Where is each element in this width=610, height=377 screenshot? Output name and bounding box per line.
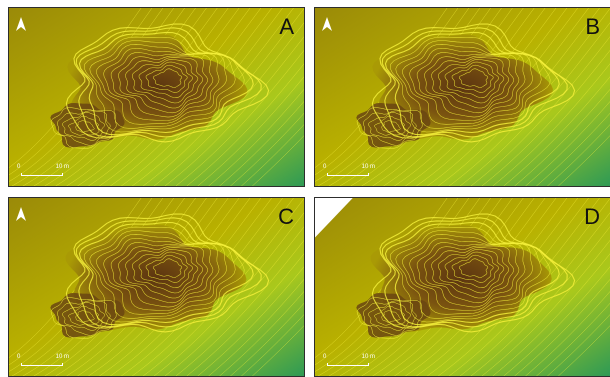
scale-max-label: 10 m — [55, 164, 69, 170]
scale-zero-label: 0 — [17, 164, 21, 170]
scale-zero-label: 0 — [323, 354, 327, 360]
scale-bar: 0 10 m — [17, 354, 69, 370]
elevation-map — [315, 198, 610, 376]
panel-letter: C — [278, 204, 294, 229]
scale-bar: 0 10 m — [323, 164, 375, 180]
no-data-area — [315, 198, 353, 238]
map-panel-c: C 0 10 m — [8, 197, 305, 377]
elevation-map — [9, 198, 304, 376]
hill-contours — [50, 23, 270, 149]
north-arrow-icon — [16, 207, 26, 221]
panel-letter: A — [279, 14, 294, 39]
scale-bar-line — [327, 363, 369, 366]
elevation-map — [9, 8, 304, 186]
scale-bar: 0 10 m — [17, 164, 69, 180]
panel-letter: B — [585, 14, 600, 39]
map-panel-a: A 0 10 m — [8, 7, 305, 187]
north-arrow-icon — [16, 17, 26, 31]
panel-letter: D — [584, 204, 600, 229]
scale-zero-label: 0 — [17, 354, 21, 360]
north-arrow-icon — [322, 17, 332, 31]
map-panel-b: B 0 10 m — [314, 7, 610, 187]
scale-zero-label: 0 — [323, 164, 327, 170]
scale-max-label: 10 m — [361, 354, 375, 360]
scale-bar: 0 10 m — [323, 354, 375, 370]
hill-contours — [356, 213, 576, 339]
scale-max-label: 10 m — [55, 354, 69, 360]
scale-max-label: 10 m — [361, 164, 375, 170]
scale-bar-line — [21, 173, 63, 176]
scale-bar-line — [327, 173, 369, 176]
elevation-map — [315, 8, 610, 186]
hill-contours — [50, 213, 270, 339]
map-panel-d: D 0 10 m — [314, 197, 610, 377]
hill-contours — [356, 23, 576, 149]
scale-bar-line — [21, 363, 63, 366]
